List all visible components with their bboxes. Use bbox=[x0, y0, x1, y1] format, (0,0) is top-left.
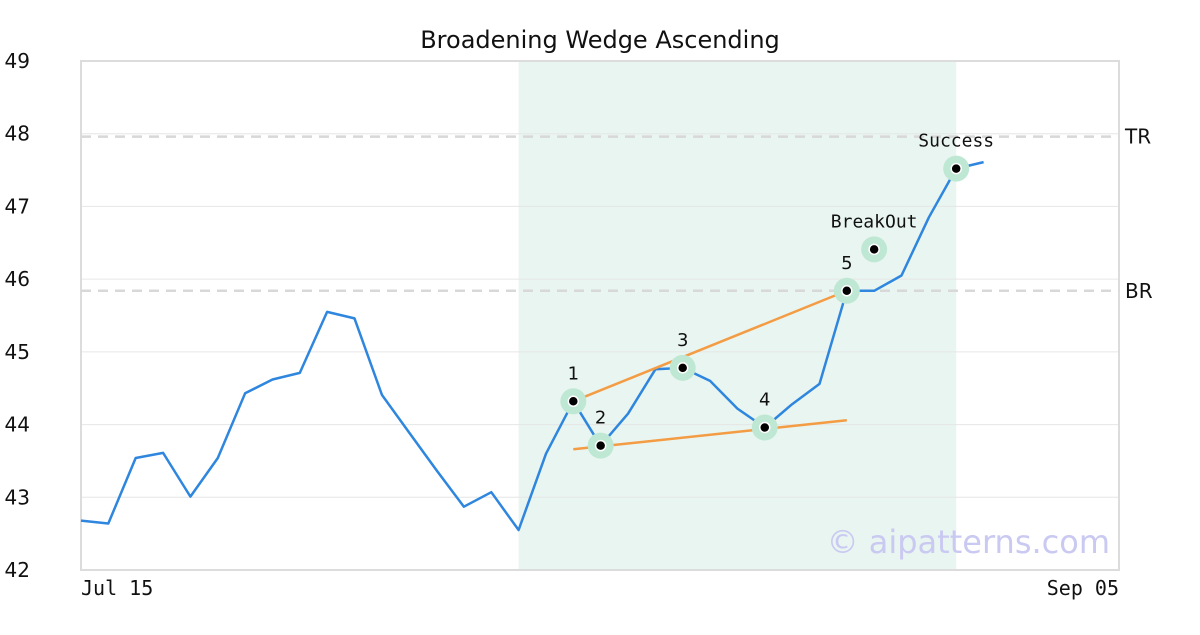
marker-label: 4 bbox=[759, 389, 770, 410]
watermark: © aipatterns.com bbox=[827, 523, 1110, 561]
marker-label: 1 bbox=[568, 363, 579, 384]
y-tick-label: 46 bbox=[5, 267, 30, 291]
y-tick-label: 44 bbox=[5, 413, 30, 437]
marker-point bbox=[567, 395, 580, 408]
marker-point bbox=[759, 421, 771, 434]
marker-label: 5 bbox=[841, 253, 852, 274]
x-tick-label: Jul 15 bbox=[81, 576, 153, 600]
marker-point bbox=[950, 162, 962, 175]
marker-label: 3 bbox=[677, 330, 688, 351]
y-tick-label: 47 bbox=[5, 194, 30, 218]
x-tick-label: Sep 05 bbox=[1047, 576, 1119, 600]
marker-point bbox=[868, 243, 880, 256]
pattern-zone bbox=[518, 61, 957, 570]
marker-point bbox=[594, 439, 607, 452]
y-tick-label: 43 bbox=[5, 485, 30, 509]
chart-title: Broadening Wedge Ascending bbox=[420, 26, 780, 54]
y-tick-label: 48 bbox=[5, 122, 30, 146]
level-label: BR bbox=[1125, 279, 1153, 303]
marker-label: 2 bbox=[595, 408, 606, 429]
marker-label: Success bbox=[918, 131, 994, 152]
y-tick-label: 42 bbox=[5, 558, 30, 582]
plot-frame bbox=[80, 60, 1120, 571]
trendline bbox=[572, 289, 848, 403]
marker-label: BreakOut bbox=[831, 211, 918, 232]
y-tick-label: 45 bbox=[5, 340, 30, 364]
y-tick-label: 49 bbox=[5, 49, 30, 73]
level-label: TR bbox=[1124, 125, 1151, 149]
marker-point bbox=[841, 285, 853, 297]
trendline bbox=[573, 418, 847, 451]
price-line bbox=[80, 160, 984, 532]
marker-point bbox=[676, 362, 689, 374]
